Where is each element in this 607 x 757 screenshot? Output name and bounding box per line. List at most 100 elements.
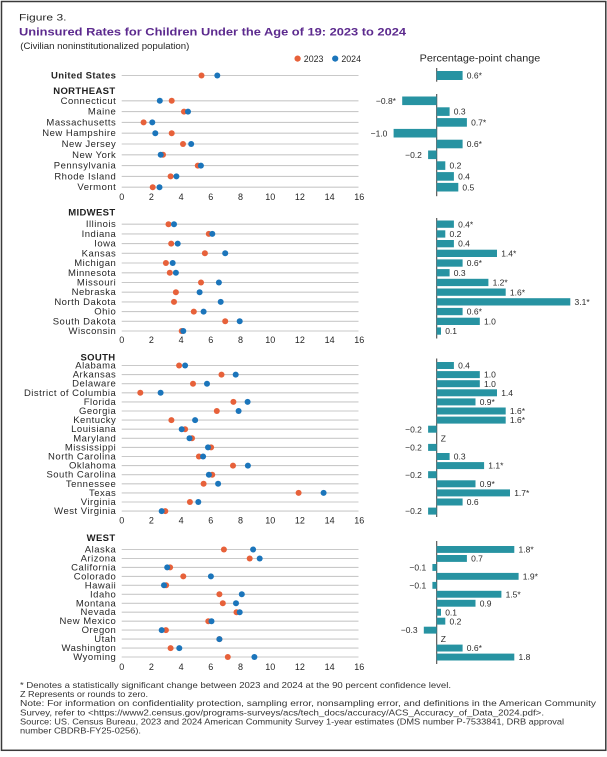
svg-text:Iowa: Iowa [94,239,116,250]
svg-text:Illinois: Illinois [86,219,116,230]
svg-text:1.0: 1.0 [484,370,496,380]
svg-text:1.8*: 1.8* [519,545,535,555]
svg-text:West Virginia: West Virginia [54,506,116,517]
svg-text:MIDWEST: MIDWEST [68,207,115,218]
svg-text:0: 0 [119,335,124,345]
svg-text:1.2*: 1.2* [493,278,509,288]
svg-text:6: 6 [208,516,213,526]
svg-text:2024: 2024 [341,54,361,64]
svg-text:6: 6 [208,192,213,202]
svg-text:8: 8 [238,662,243,672]
svg-text:0.3: 0.3 [454,268,466,278]
svg-text:Z Represents or rounds to zero: Z Represents or rounds to zero. [20,689,148,699]
svg-text:New Jersey: New Jersey [62,139,117,150]
svg-text:0.7*: 0.7* [471,118,487,128]
svg-text:0.1: 0.1 [445,607,457,617]
svg-text:NORTHEAST: NORTHEAST [53,86,115,97]
svg-text:Alaska: Alaska [85,545,117,556]
svg-text:0.3: 0.3 [454,107,466,117]
svg-text:16: 16 [354,516,364,526]
svg-text:Vermont: Vermont [77,182,116,193]
svg-text:Nevada: Nevada [81,607,117,618]
svg-text:Oklahoma: Oklahoma [69,461,117,472]
svg-text:Utah: Utah [94,634,116,645]
svg-text:Source: US. Census Bureau, 202: Source: US. Census Bureau, 2023 and 2024… [20,716,564,726]
svg-text:Pennsylvania: Pennsylvania [54,161,117,172]
svg-text:South Carolina: South Carolina [46,470,116,481]
svg-text:0.6*: 0.6* [467,258,483,268]
svg-text:2: 2 [149,192,154,202]
svg-text:Arizona: Arizona [81,554,117,565]
svg-text:16: 16 [354,192,364,202]
svg-text:0.9*: 0.9* [480,479,496,489]
svg-text:0.6*: 0.6* [467,71,483,81]
svg-text:Virginia: Virginia [81,497,117,508]
svg-text:8: 8 [238,516,243,526]
svg-text:South Dakota: South Dakota [53,316,117,327]
svg-text:New Mexico: New Mexico [60,616,117,627]
svg-text:Survey, refer to <https://www2: Survey, refer to <https://www2.census.go… [20,707,544,717]
svg-text:Z: Z [441,634,446,644]
svg-text:Massachusetts: Massachusetts [46,117,116,128]
svg-text:United States: United States [51,71,116,82]
svg-text:4: 4 [179,192,184,202]
svg-text:6: 6 [208,662,213,672]
svg-text:Oregon: Oregon [82,625,117,636]
svg-text:12: 12 [295,662,305,672]
svg-text:Tennessee: Tennessee [66,479,116,490]
svg-text:1.7*: 1.7* [514,488,530,498]
svg-text:District of Columbia: District of Columbia [24,388,117,399]
svg-text:1.6*: 1.6* [510,415,526,425]
svg-text:Uninsured Rates for Children U: Uninsured Rates for Children Under the A… [19,27,407,39]
svg-text:−0.2: −0.2 [405,424,422,434]
svg-text:Montana: Montana [76,598,117,609]
svg-text:0.1: 0.1 [445,326,457,336]
svg-text:Figure 3.: Figure 3. [19,12,67,23]
svg-text:Wyoming: Wyoming [73,652,116,663]
svg-text:Maine: Maine [88,107,116,118]
svg-text:Mississippi: Mississippi [65,442,116,453]
svg-text:0: 0 [119,516,124,526]
svg-text:Missouri: Missouri [77,278,116,289]
svg-text:−1.0: −1.0 [371,128,388,138]
svg-text:10: 10 [265,335,275,345]
svg-text:14: 14 [325,335,335,345]
svg-text:−0.2: −0.2 [405,506,422,516]
svg-text:Michigan: Michigan [74,258,116,269]
svg-text:0.4: 0.4 [458,361,470,371]
svg-text:−0.2: −0.2 [405,150,422,160]
svg-text:2: 2 [149,335,154,345]
svg-text:12: 12 [295,335,305,345]
svg-text:0.5: 0.5 [462,182,474,192]
svg-text:8: 8 [238,335,243,345]
svg-text:Maryland: Maryland [73,433,116,444]
svg-text:−0.1: −0.1 [409,580,426,590]
svg-text:2: 2 [149,662,154,672]
svg-text:0.6: 0.6 [467,497,479,507]
svg-text:2: 2 [149,516,154,526]
svg-text:12: 12 [295,192,305,202]
svg-text:16: 16 [354,662,364,672]
svg-text:3.1*: 3.1* [575,297,591,307]
svg-text:4: 4 [179,516,184,526]
svg-text:Note: For information on confi: Note: For information on confidentiality… [20,698,597,708]
svg-text:0.4: 0.4 [458,172,470,182]
svg-text:Arkansas: Arkansas [73,370,117,381]
svg-text:1.6*: 1.6* [510,287,526,297]
svg-text:Minnesota: Minnesota [68,268,117,279]
svg-text:10: 10 [265,192,275,202]
svg-text:* Denotes a statistically sign: * Denotes a statistically significant ch… [20,680,451,690]
svg-text:12: 12 [295,516,305,526]
svg-text:0.4*: 0.4* [458,219,474,229]
svg-text:Colorado: Colorado [74,571,117,582]
svg-text:SOUTH: SOUTH [81,352,116,363]
svg-text:Hawaii: Hawaii [85,580,117,591]
svg-text:0.4: 0.4 [458,239,470,249]
svg-text:1.6*: 1.6* [510,406,526,416]
svg-text:Z: Z [441,433,446,443]
svg-text:Nebraska: Nebraska [72,287,117,298]
svg-text:0.2: 0.2 [450,161,462,171]
svg-text:California: California [71,562,116,573]
svg-text:Georgia: Georgia [79,406,117,417]
svg-text:0.6*: 0.6* [467,307,483,317]
